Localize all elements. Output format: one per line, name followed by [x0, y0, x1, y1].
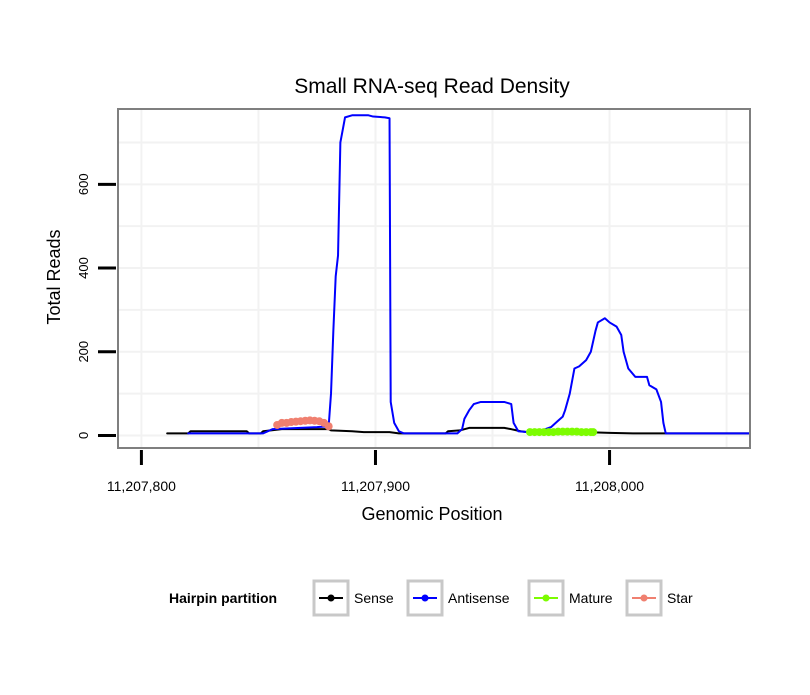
series-line-antisense: [188, 115, 750, 433]
x-tick-label: 11,207,800: [107, 478, 176, 494]
y-tick-label: 600: [76, 173, 91, 195]
y-tick-label: 400: [76, 257, 91, 279]
legend-label-antisense: Antisense: [448, 590, 510, 606]
series-mature: [526, 428, 597, 436]
x-axis-label: Genomic Position: [361, 504, 502, 524]
legend-item-star: Star: [627, 581, 693, 615]
legend-label-sense: Sense: [354, 590, 394, 606]
legend-key-marker-star: [641, 595, 648, 602]
legend-key-marker-antisense: [422, 595, 429, 602]
legend-item-sense: Sense: [314, 581, 394, 615]
legend-key-marker-sense: [328, 595, 335, 602]
x-tick-label: 11,208,000: [575, 478, 644, 494]
x-tick-label: 11,207,900: [341, 478, 410, 494]
series-antisense: [188, 115, 750, 433]
legend: Hairpin partition Sense Antisense Mature St…: [169, 581, 693, 615]
y-axis-label: Total Reads: [44, 229, 64, 324]
axes: 11,207,800 11,207,900 11,208,000 0 200 400 600: [76, 173, 644, 494]
series-layer: [167, 115, 750, 436]
chart-title: Small RNA-seq Read Density: [294, 75, 570, 98]
legend-label-mature: Mature: [569, 590, 613, 606]
y-tick-label: 200: [76, 341, 91, 363]
y-tick-label: 0: [76, 432, 91, 439]
legend-label-star: Star: [667, 590, 693, 606]
legend-key-marker-mature: [543, 595, 550, 602]
grid: [118, 109, 750, 448]
legend-item-antisense: Antisense: [408, 581, 510, 615]
legend-title: Hairpin partition: [169, 590, 277, 606]
data-point-mature: [589, 428, 597, 436]
legend-items: Sense Antisense Mature Star: [314, 581, 693, 615]
plot-panel-border: [118, 109, 750, 448]
legend-item-mature: Mature: [529, 581, 613, 615]
data-point-star: [325, 422, 333, 430]
